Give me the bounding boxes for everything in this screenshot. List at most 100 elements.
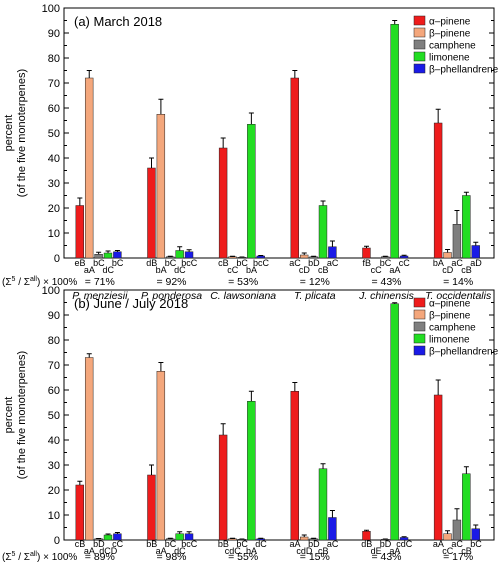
y-tick-label: 30 bbox=[48, 178, 60, 190]
significance-label: cC bbox=[371, 265, 383, 275]
significance-label: aC bbox=[451, 258, 463, 268]
significance-label: eB bbox=[75, 258, 86, 268]
legend-swatch bbox=[413, 15, 426, 26]
ratio-label: (Σ5 / Σall) × 100% bbox=[2, 551, 77, 563]
y-tick-label: 90 bbox=[48, 310, 60, 322]
bar-3-3 bbox=[318, 468, 328, 541]
bar-0-2 bbox=[218, 434, 228, 541]
significance-label: bC bbox=[236, 258, 248, 268]
y-tick-label: 60 bbox=[48, 103, 60, 115]
legend-label: β–phellandrene bbox=[429, 347, 499, 358]
significance-label: dB bbox=[361, 539, 372, 549]
bar-0-1 bbox=[147, 167, 156, 259]
y-tick-label: 10 bbox=[48, 228, 60, 240]
legend-label: limonene bbox=[429, 53, 470, 64]
significance-label: aC bbox=[327, 539, 339, 549]
y-tick-label: 80 bbox=[48, 335, 60, 347]
chart-title: (a) March 2018 bbox=[74, 14, 162, 29]
bar-1-5 bbox=[443, 533, 452, 541]
y-tick-label: 50 bbox=[48, 128, 60, 140]
significance-label: fB bbox=[362, 258, 371, 268]
ratio-label: (Σ5 / Σall) × 100% bbox=[2, 276, 77, 288]
bar-3-1 bbox=[175, 250, 184, 259]
bar-0-2 bbox=[218, 147, 228, 259]
bar-3-5 bbox=[462, 195, 471, 259]
significance-label: bcC bbox=[181, 539, 198, 549]
bar-0-1 bbox=[147, 474, 156, 541]
y-axis-label: percent bbox=[3, 397, 15, 434]
bar-0-5 bbox=[433, 122, 443, 259]
bar-3-4 bbox=[390, 303, 399, 541]
significance-label: cB bbox=[218, 258, 229, 268]
bar-1-2 bbox=[228, 256, 237, 259]
bar-3-0 bbox=[103, 534, 113, 541]
legend-label: β–pinene bbox=[429, 29, 471, 40]
y-tick-label: 100 bbox=[42, 285, 60, 297]
significance-label: aC bbox=[327, 258, 339, 268]
bar-2-5 bbox=[452, 519, 462, 541]
y-tick-label: 100 bbox=[42, 3, 60, 15]
significance-label: bA bbox=[246, 546, 257, 556]
legend-swatch bbox=[413, 345, 426, 356]
significance-label: bA bbox=[246, 265, 257, 275]
significance-label: bD bbox=[308, 539, 320, 549]
significance-label: bD bbox=[93, 539, 105, 549]
bar-1-5 bbox=[443, 252, 452, 259]
category-label: P. menziesii bbox=[72, 290, 128, 302]
significance-label: cC bbox=[227, 265, 239, 275]
bar-3-2 bbox=[247, 401, 256, 541]
legend-swatch bbox=[413, 63, 426, 74]
significance-label: bA bbox=[433, 258, 444, 268]
significance-label: cD bbox=[442, 265, 454, 275]
significance-label: cB bbox=[318, 265, 329, 275]
significance-label: aA bbox=[84, 265, 95, 275]
percent-label: = 53% bbox=[228, 276, 258, 288]
y-tick-label: 20 bbox=[48, 203, 60, 215]
y-tick-label: 30 bbox=[48, 460, 60, 472]
significance-label: bC bbox=[112, 258, 124, 268]
bar-1-3 bbox=[299, 254, 309, 259]
percent-label: = 92% bbox=[156, 276, 186, 288]
y-tick-label: 10 bbox=[48, 510, 60, 522]
bar-3-4 bbox=[390, 24, 399, 259]
percent-label: = 71% bbox=[85, 276, 115, 288]
legend-label: camphene bbox=[429, 41, 476, 52]
y-tick-label: 70 bbox=[48, 78, 60, 90]
significance-label: bA bbox=[156, 265, 167, 275]
significance-label: dC bbox=[174, 546, 186, 556]
significance-label: cB bbox=[461, 265, 472, 275]
significance-label: bC bbox=[165, 539, 177, 549]
category-label: T. occidentalis bbox=[425, 290, 492, 302]
category-label: T. plicata bbox=[294, 290, 336, 302]
category-label: C. lawsoniana bbox=[210, 290, 276, 302]
legend-label: camphene bbox=[429, 323, 476, 334]
legend-swatch bbox=[413, 309, 426, 320]
legend-swatch bbox=[413, 51, 426, 62]
bar-0-0 bbox=[75, 484, 84, 541]
legend-label: α–pinene bbox=[429, 299, 471, 310]
bar-1-0 bbox=[84, 357, 94, 541]
legend-swatch bbox=[413, 39, 426, 50]
y-axis-label-sub: (of the five monoterpenes) bbox=[16, 351, 28, 479]
significance-label: bC bbox=[93, 258, 105, 268]
bar-1-2 bbox=[228, 538, 237, 541]
category-label: P. ponderosa bbox=[141, 290, 202, 302]
legend-label: limonene bbox=[429, 335, 470, 346]
significance-label: bC bbox=[236, 539, 248, 549]
y-tick-label: 0 bbox=[54, 253, 60, 265]
significance-label: aD bbox=[470, 258, 482, 268]
legend-swatch bbox=[413, 297, 426, 308]
y-tick-label: 60 bbox=[48, 385, 60, 397]
y-tick-label: 50 bbox=[48, 410, 60, 422]
legend-label: β–phellandrene bbox=[429, 65, 499, 76]
significance-label: aA bbox=[433, 539, 444, 549]
y-tick-label: 40 bbox=[48, 435, 60, 447]
bar-1-1 bbox=[156, 371, 166, 541]
bar-0-3 bbox=[290, 391, 299, 541]
significance-label: cD bbox=[299, 265, 311, 275]
legend-label: α–pinene bbox=[429, 17, 471, 28]
significance-label: bD bbox=[308, 258, 320, 268]
bar-3-2 bbox=[247, 124, 256, 259]
significance-label: cC bbox=[112, 539, 124, 549]
significance-label: cdC bbox=[225, 546, 242, 556]
